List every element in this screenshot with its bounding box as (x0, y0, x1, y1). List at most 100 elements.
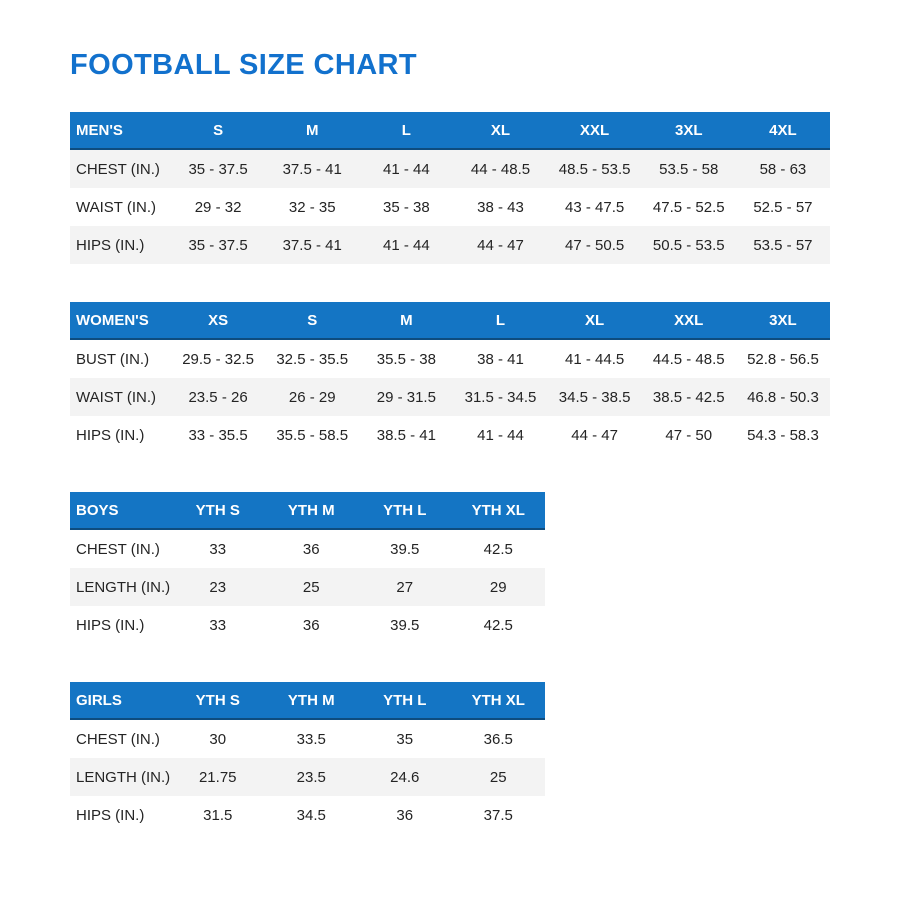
measurement-row-label: CHEST (IN.) (76, 730, 160, 748)
womens-size-column-header: L (453, 302, 548, 340)
size-value: 32.5 - 35.5 (276, 350, 349, 368)
size-tables-container: MEN'S S M L XL XXL 3XL 4XL CHEST (IN.) 35 - 37.5 3… (70, 112, 830, 834)
mens-size-column-header: S (171, 112, 266, 150)
mens-table-row: WAIST (IN.) 29 - 32 32 - 35 35 - 38 38 - 43 4… (70, 188, 830, 226)
size-value: 38 - 41 (477, 350, 524, 368)
measurement-row-label: CHEST (IN.) (76, 540, 160, 558)
size-value: 29 (451, 568, 545, 606)
mens-table-row: HIPS (IN.) 35 - 37.5 37.5 - 41 41 - 44 44 - … (70, 226, 830, 264)
measurement-row-label: BUST (IN.) (76, 350, 150, 368)
size-value: 36.5 (483, 730, 513, 748)
size-value: 33 (209, 616, 227, 634)
boys-table-row: LENGTH (IN.) 23 25 27 29 (70, 568, 545, 606)
size-value: 35 - 38 (383, 198, 430, 216)
size-value: 44 - 47 (571, 426, 618, 444)
girls-table-row: LENGTH (IN.) 21.75 23.5 24.6 25 (70, 758, 545, 796)
boys-size-column-header: YTH S (171, 492, 265, 530)
size-value: 35 - 37.5 (171, 226, 266, 264)
measurement-row-label: LENGTH (IN.) (70, 568, 171, 606)
measurement-row-label: HIPS (IN.) (76, 426, 145, 444)
size-value: 34.5 (296, 806, 326, 824)
womens-table-row: BUST (IN.) 29.5 - 32.5 32.5 - 35.5 35.5 - 3… (70, 339, 830, 378)
size-value: 50.5 - 53.5 (641, 226, 736, 264)
size-value: 44 - 47 (453, 226, 548, 264)
size-value: 38.5 - 41 (376, 426, 436, 444)
size-value: 23.5 (264, 758, 358, 796)
mens-size-column-header: XL (453, 112, 548, 150)
size-value: 29.5 - 32.5 (182, 350, 254, 368)
size-value: 25 (264, 568, 358, 606)
girls-size-column-header: YTH XL (451, 682, 545, 720)
size-value: 24.6 (358, 758, 452, 796)
size-value: 44.5 - 48.5 (652, 350, 725, 368)
mens-size-table: MEN'S S M L XL XXL 3XL 4XL CHEST (IN.) 35 - 37.5 3… (70, 112, 830, 264)
size-value: 36 (396, 806, 414, 824)
size-value: 46.8 - 50.3 (735, 378, 830, 416)
size-value: 39.5 (390, 540, 420, 558)
womens-group-label: WOMEN'S (70, 302, 171, 340)
size-value: 39.5 (390, 616, 420, 634)
size-value: 29 - 32 (194, 198, 242, 216)
size-value: 47 - 50 (665, 426, 713, 444)
mens-table-row: CHEST (IN.) 35 - 37.5 37.5 - 41 41 - 44 44 -… (70, 149, 830, 188)
size-value: 25 (451, 758, 545, 796)
boys-header-row: BOYS YTH S YTH M YTH L YTH XL (70, 492, 545, 530)
size-value: 47 - 50.5 (547, 226, 642, 264)
size-value: 26 - 29 (265, 378, 360, 416)
size-value: 37.5 - 41 (265, 226, 360, 264)
girls-size-table: GIRLS YTH S YTH M YTH L YTH XL CHEST (IN.) 30 3… (70, 682, 545, 834)
size-value: 44 - 48.5 (453, 149, 548, 188)
size-value: 41 - 44.5 (565, 350, 625, 368)
size-value: 42.5 (483, 616, 513, 634)
girls-table-row: CHEST (IN.) 30 33.5 35 36.5 (70, 719, 545, 758)
girls-size-column-header: YTH S (171, 682, 265, 720)
size-value: 38.5 - 42.5 (641, 378, 736, 416)
boys-size-column-header: YTH M (264, 492, 358, 530)
measurement-row-label: HIPS (IN.) (76, 806, 145, 824)
measurement-row-label: HIPS (IN.) (76, 616, 145, 634)
womens-size-table: WOMEN'S XS S M L XL XXL 3XL BUST (IN.) 29.5 - 32.… (70, 302, 830, 454)
size-value: 36 (302, 616, 320, 634)
boys-size-column-header: YTH L (358, 492, 452, 530)
measurement-row-label: HIPS (IN.) (70, 226, 171, 264)
mens-size-column-header: 3XL (641, 112, 736, 150)
size-value: 41 - 44 (477, 426, 524, 444)
size-value: 53.5 - 58 (641, 149, 736, 188)
measurement-row-label: CHEST (IN.) (70, 149, 171, 188)
mens-header-row: MEN'S S M L XL XXL 3XL 4XL (70, 112, 830, 150)
size-value: 53.5 - 57 (735, 226, 830, 264)
size-value: 30 (209, 730, 227, 748)
boys-size-column-header: YTH XL (451, 492, 545, 530)
size-value: 31.5 (203, 806, 233, 824)
size-value: 41 - 44 (359, 149, 454, 188)
size-value: 21.75 (171, 758, 265, 796)
size-value: 52.8 - 56.5 (747, 350, 819, 368)
womens-header-row: WOMEN'S XS S M L XL XXL 3XL (70, 302, 830, 340)
size-value: 27 (358, 568, 452, 606)
size-value: 43 - 47.5 (565, 198, 625, 216)
womens-size-column-header: XL (547, 302, 642, 340)
size-value: 35 (396, 730, 414, 748)
mens-size-column-header: L (359, 112, 454, 150)
boys-group-label: BOYS (70, 492, 171, 530)
size-value: 36 (302, 540, 320, 558)
mens-group-label: MEN'S (70, 112, 171, 150)
measurement-row-label: LENGTH (IN.) (70, 758, 171, 796)
size-value: 35.5 - 38 (376, 350, 436, 368)
girls-header-row: GIRLS YTH S YTH M YTH L YTH XL (70, 682, 545, 720)
size-value: 29 - 31.5 (359, 378, 454, 416)
womens-table-row: WAIST (IN.) 23.5 - 26 26 - 29 29 - 31.5 31.5… (70, 378, 830, 416)
womens-size-column-header: XS (171, 302, 266, 340)
measurement-row-label: WAIST (IN.) (76, 198, 156, 216)
size-value: 48.5 - 53.5 (547, 149, 642, 188)
size-value: 52.5 - 57 (753, 198, 813, 216)
mens-size-column-header: 4XL (735, 112, 830, 150)
womens-size-column-header: XXL (641, 302, 736, 340)
girls-size-column-header: YTH M (264, 682, 358, 720)
mens-size-column-header: XXL (547, 112, 642, 150)
size-value: 23.5 - 26 (171, 378, 266, 416)
size-value: 33 (209, 540, 227, 558)
womens-size-column-header: S (265, 302, 360, 340)
size-value: 37.5 - 41 (265, 149, 360, 188)
page-title: FOOTBALL SIZE CHART (70, 49, 417, 81)
